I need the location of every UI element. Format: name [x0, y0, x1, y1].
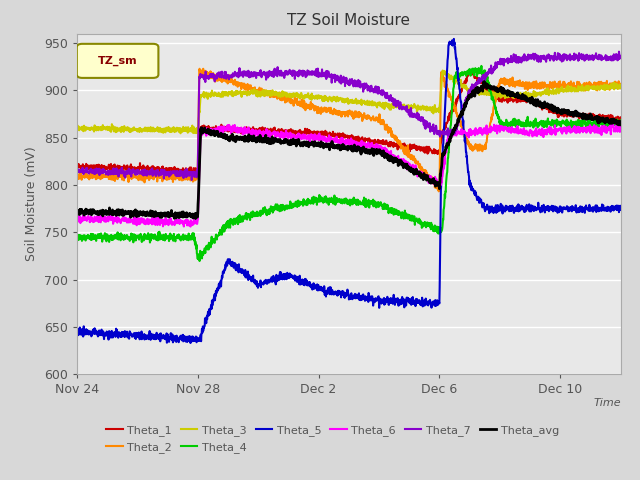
Line: Theta_7: Theta_7	[77, 52, 621, 180]
Theta_2	[435, 189, 443, 194]
Theta_4	[189, 235, 196, 240]
Theta_avg	[276, 138, 284, 144]
Theta_3	[73, 127, 81, 132]
Theta_1	[617, 116, 625, 121]
Theta_2	[298, 96, 306, 102]
Theta_7	[295, 68, 303, 73]
Theta_3	[189, 130, 197, 136]
Theta_3	[439, 68, 447, 73]
Theta_2	[104, 172, 112, 178]
Theta_6	[445, 132, 452, 138]
Line: Theta_6: Theta_6	[77, 125, 621, 227]
Theta_avg	[295, 138, 303, 144]
Theta_2	[73, 169, 81, 175]
Line: Theta_1: Theta_1	[77, 71, 621, 174]
Line: Theta_5: Theta_5	[77, 39, 621, 343]
FancyBboxPatch shape	[77, 44, 158, 78]
Theta_7	[104, 168, 112, 173]
Theta_5	[189, 338, 197, 344]
Theta_3	[295, 94, 303, 99]
Theta_3	[298, 94, 306, 99]
Line: Theta_avg: Theta_avg	[77, 82, 621, 218]
Legend: Theta_1, Theta_2, Theta_3, Theta_4, Theta_5, Theta_6, Theta_7, Theta_avg: Theta_1, Theta_2, Theta_3, Theta_4, Thet…	[102, 421, 563, 457]
Theta_2	[196, 66, 204, 72]
Theta_3	[276, 94, 284, 100]
Theta_5	[73, 329, 81, 335]
Line: Theta_3: Theta_3	[77, 71, 621, 133]
Text: Time: Time	[593, 398, 621, 408]
Theta_6	[298, 132, 306, 138]
Theta_4	[445, 149, 452, 155]
Theta_4	[276, 202, 284, 208]
Theta_avg	[104, 211, 112, 216]
Theta_2	[295, 101, 303, 107]
Theta_6	[276, 131, 284, 136]
Theta_3	[445, 72, 452, 77]
Theta_1	[445, 114, 452, 120]
Theta_7	[189, 173, 197, 179]
Text: TZ_sm: TZ_sm	[98, 56, 138, 66]
Theta_avg	[445, 142, 452, 148]
Theta_1	[467, 68, 474, 73]
Theta_avg	[480, 79, 488, 84]
Theta_avg	[73, 207, 81, 213]
Theta_4	[295, 203, 303, 209]
Theta_avg	[192, 216, 200, 221]
Theta_5	[298, 277, 306, 283]
Theta_1	[73, 163, 81, 168]
Theta_7	[617, 54, 625, 60]
Theta_3	[617, 83, 625, 88]
Theta_4	[298, 199, 306, 205]
Theta_2	[276, 94, 284, 100]
Theta_6	[187, 224, 195, 229]
Theta_2	[617, 83, 625, 89]
Theta_7	[73, 169, 81, 175]
Theta_avg	[617, 120, 625, 126]
Theta_5	[450, 36, 458, 42]
Theta_6	[73, 214, 81, 220]
Theta_5	[445, 43, 452, 49]
Theta_6	[104, 214, 112, 220]
Theta_2	[445, 94, 452, 99]
Theta_6	[617, 123, 625, 129]
Theta_5	[295, 276, 303, 281]
Theta_1	[276, 131, 284, 136]
Line: Theta_4: Theta_4	[77, 66, 621, 261]
Theta_1	[295, 129, 303, 134]
Theta_7	[298, 70, 306, 76]
Theta_4	[196, 258, 204, 264]
Theta_7	[615, 49, 623, 55]
Theta_7	[445, 128, 452, 134]
Theta_7	[188, 177, 196, 183]
Theta_6	[609, 122, 617, 128]
Title: TZ Soil Moisture: TZ Soil Moisture	[287, 13, 410, 28]
Theta_4	[73, 237, 81, 242]
Theta_avg	[189, 211, 196, 217]
Theta_6	[189, 219, 197, 225]
Theta_2	[189, 179, 196, 184]
Y-axis label: Soil Moisture (mV): Soil Moisture (mV)	[25, 146, 38, 262]
Theta_1	[298, 129, 306, 134]
Theta_avg	[298, 140, 306, 146]
Theta_3	[177, 131, 184, 136]
Theta_5	[187, 340, 195, 346]
Theta_1	[152, 171, 160, 177]
Theta_4	[104, 237, 112, 242]
Theta_5	[617, 204, 625, 210]
Theta_4	[477, 63, 485, 69]
Theta_7	[276, 72, 284, 77]
Theta_5	[104, 330, 112, 336]
Theta_4	[617, 123, 625, 129]
Theta_1	[104, 166, 112, 171]
Theta_6	[295, 133, 303, 139]
Theta_3	[104, 127, 112, 133]
Line: Theta_2: Theta_2	[77, 69, 621, 192]
Theta_5	[276, 269, 284, 275]
Theta_1	[189, 168, 197, 173]
